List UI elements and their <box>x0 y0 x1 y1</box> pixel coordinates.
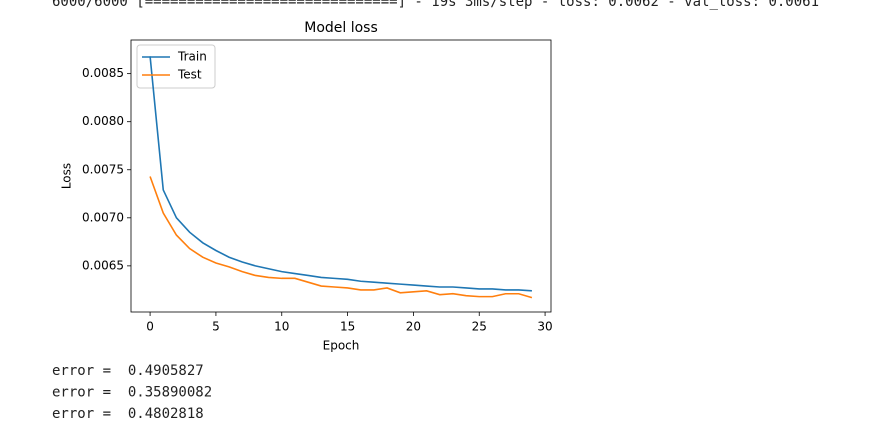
x-tick-label: 25 <box>472 320 487 334</box>
legend-box <box>136 44 216 89</box>
plot-frame <box>130 39 552 313</box>
x-tick-label: 0 <box>146 320 154 334</box>
x-tick-label: 5 <box>212 320 220 334</box>
x-tick-label: 15 <box>340 320 355 334</box>
y-tick-label: 0.0080 <box>82 114 124 128</box>
legend-label: Train <box>177 50 207 64</box>
output-line: error = 0.4802818 <box>52 406 204 422</box>
line-series <box>149 176 533 299</box>
y-tick-label: 0.0075 <box>82 162 124 176</box>
x-tick-label: 10 <box>274 320 289 334</box>
y-tick-label: 0.0070 <box>82 210 124 224</box>
y-tick-label: 0.0065 <box>82 258 124 272</box>
chart-title: Model loss <box>304 20 378 36</box>
x-tick-label: 30 <box>537 320 552 334</box>
x-tick-label: 20 <box>406 320 421 334</box>
y-tick-label: 0.0085 <box>82 66 124 80</box>
legend-label: Test <box>177 68 202 82</box>
output-line: error = 0.4905827 <box>52 363 204 379</box>
log-line: 6000/6000 [=============================… <box>52 0 819 10</box>
y-axis-label: Loss <box>60 163 74 189</box>
x-axis-label: Epoch <box>323 339 360 353</box>
output-line: error = 0.35890082 <box>52 385 212 401</box>
line-series <box>149 56 532 292</box>
